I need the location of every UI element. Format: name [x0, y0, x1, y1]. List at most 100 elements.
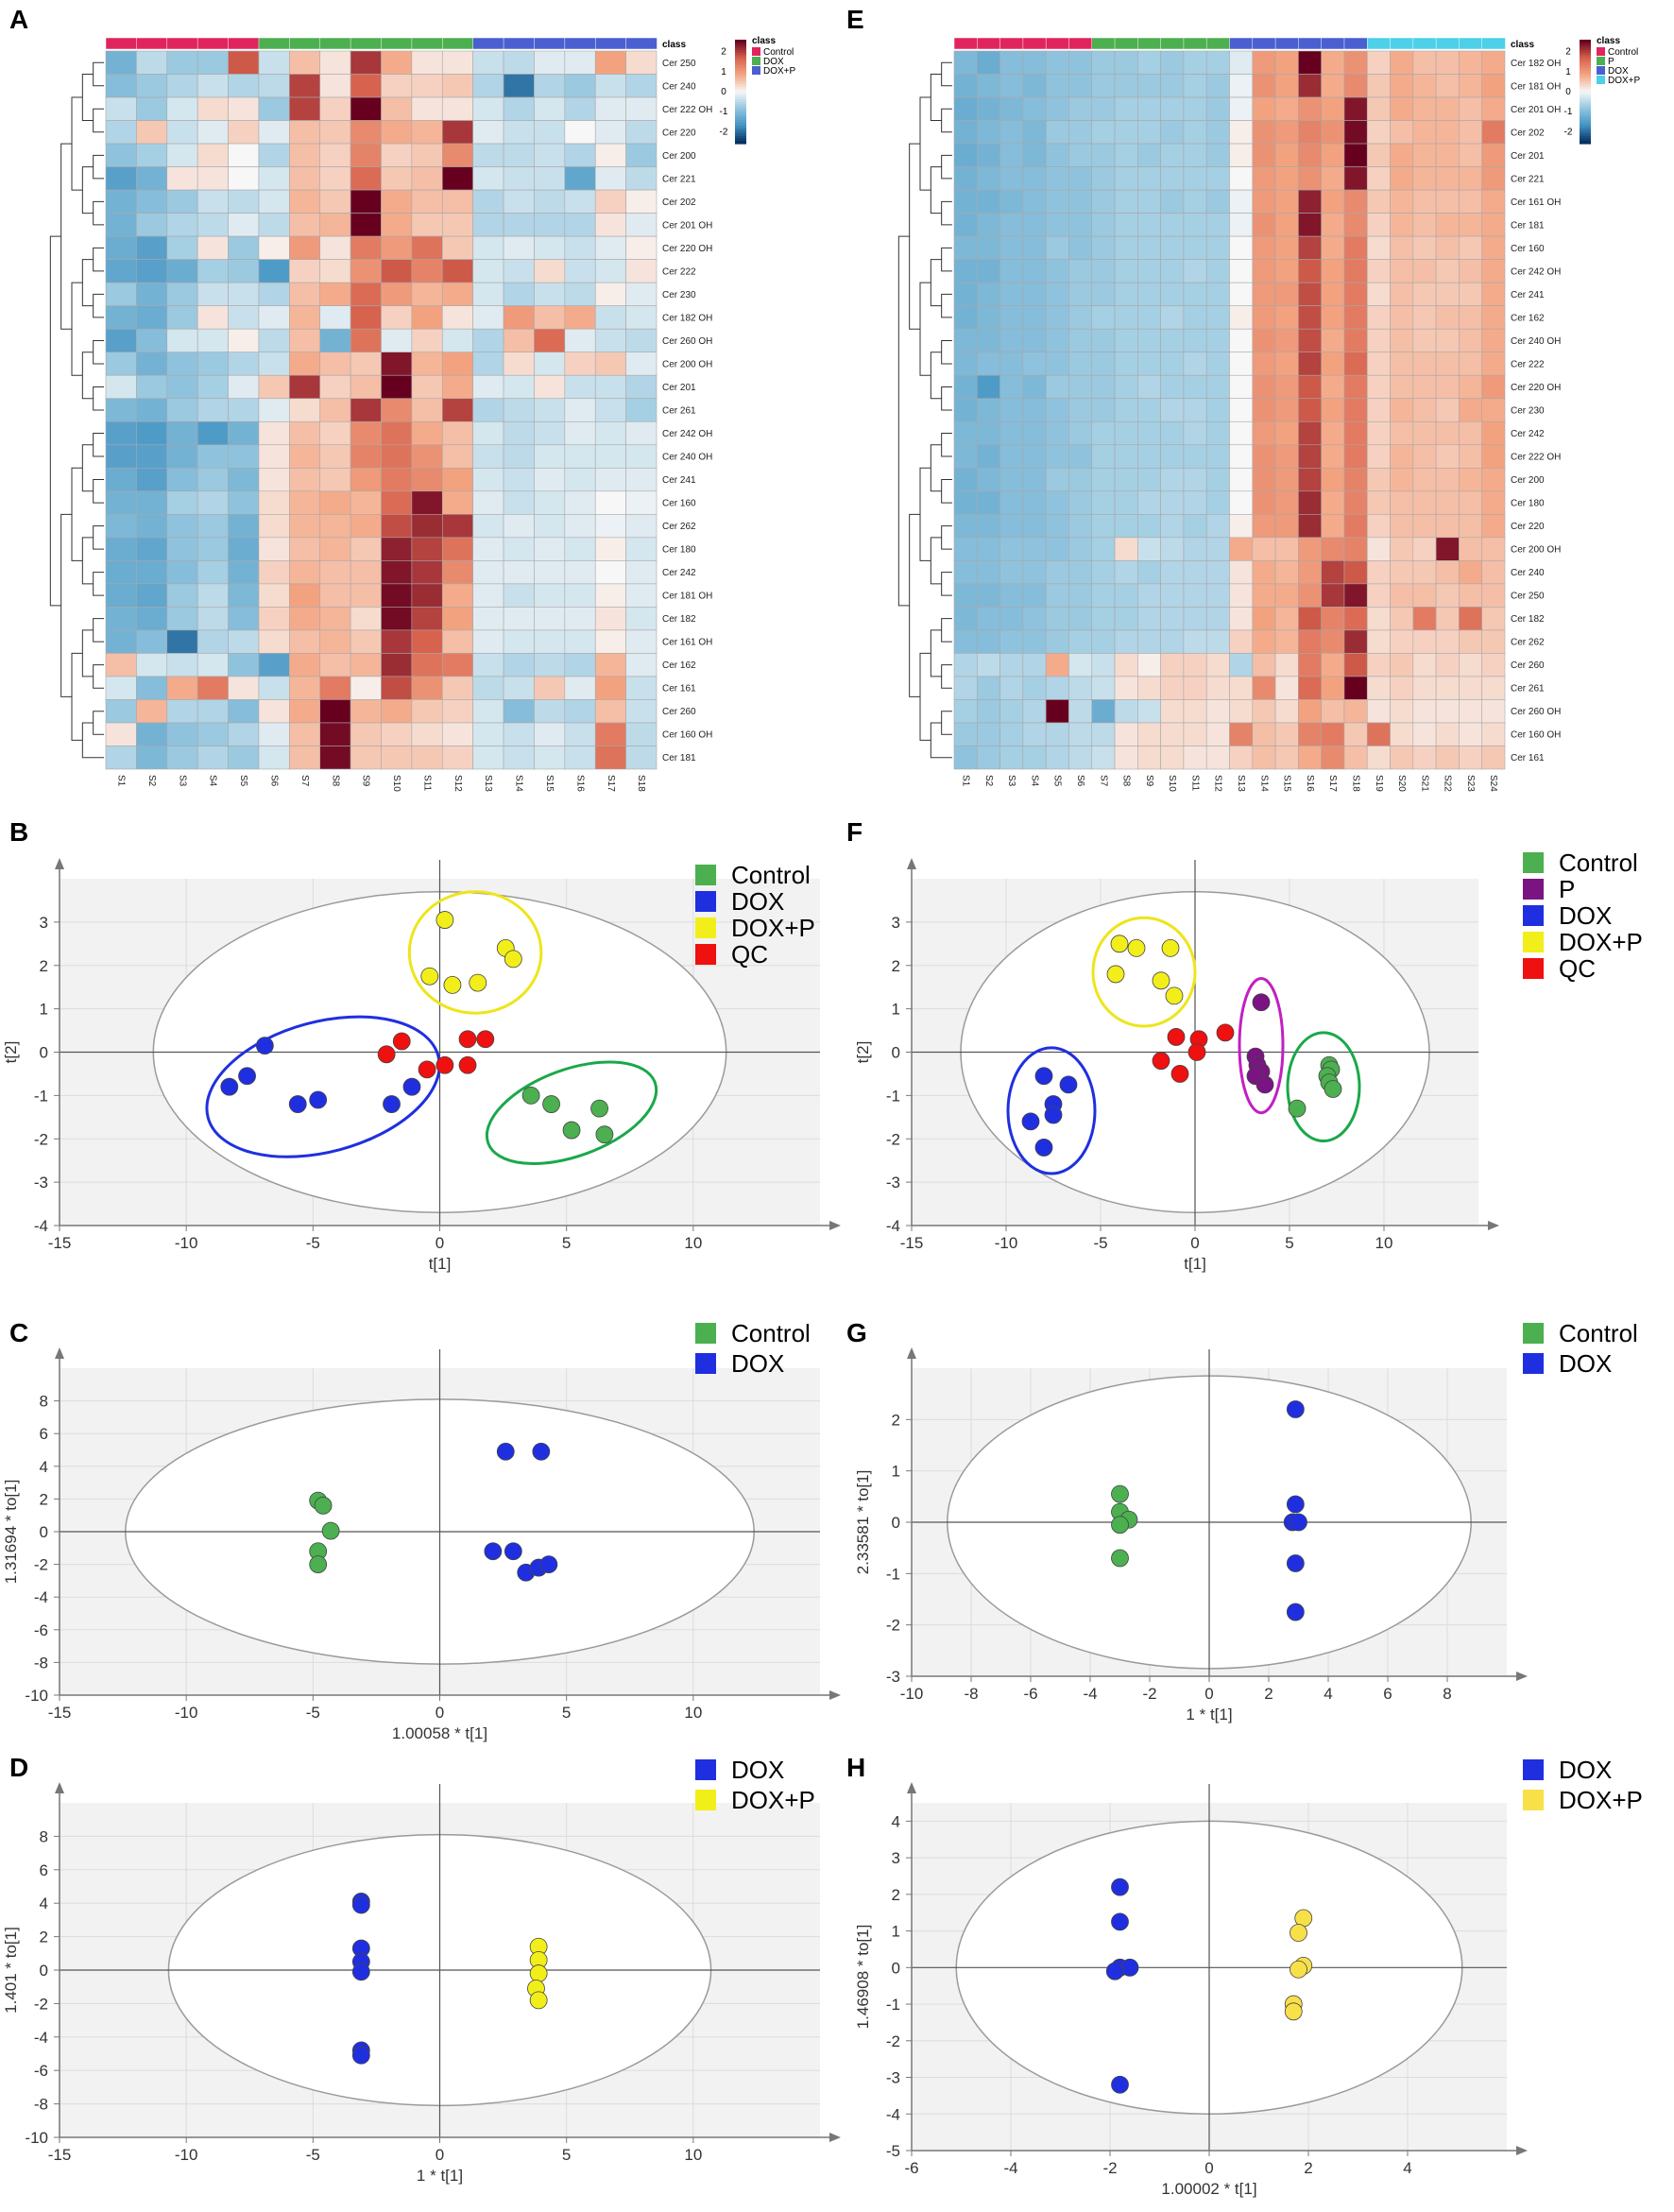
- heat-cell-e: [1091, 746, 1116, 770]
- column-label-e: S14: [1258, 775, 1269, 792]
- heat-cell-a: [196, 560, 229, 585]
- heat-cell-a: [166, 282, 198, 306]
- data-point-dox-c: [484, 1542, 503, 1561]
- colorbar-step-e: [1580, 58, 1591, 61]
- heat-cell-e: [976, 746, 1000, 770]
- dendrogram-branch-e: [941, 386, 952, 411]
- data-point-qc-b: [418, 1060, 436, 1079]
- dendrogram-branch-e: [919, 652, 931, 741]
- heat-cell-e: [1252, 607, 1276, 631]
- class-legend-swatch-e: [1597, 76, 1605, 84]
- heat-cell-e: [1229, 746, 1254, 770]
- heat-cell-a: [258, 235, 290, 260]
- colorbar-step-e: [1580, 68, 1591, 72]
- x-tick-label-f: 5: [1285, 1234, 1293, 1252]
- row-label-e: Cer 181 OH: [1511, 81, 1561, 92]
- heat-cell-e: [1229, 143, 1254, 167]
- heat-cell-a: [136, 305, 168, 330]
- heat-cell-e: [1022, 514, 1047, 539]
- heat-cell-e: [1137, 143, 1161, 167]
- column-label-a: S11: [421, 775, 432, 791]
- heat-cell-e: [1390, 583, 1414, 608]
- class-legend-label-a: DOX: [763, 57, 784, 67]
- colorbar-step-e: [1580, 120, 1591, 124]
- heat-cell-e: [1459, 213, 1483, 237]
- dendrogram-branch-e: [930, 537, 942, 585]
- heat-cell-a: [411, 120, 443, 145]
- heat-cell-a: [350, 398, 382, 422]
- row-label-a: Cer 182 OH: [662, 313, 712, 323]
- data-point-dox-h: [1111, 2075, 1129, 2094]
- heat-cell-a: [625, 282, 658, 306]
- heat-cell-e: [1390, 629, 1414, 654]
- heat-cell-a: [258, 467, 290, 492]
- heat-cell-a: [228, 514, 260, 539]
- heat-cell-e: [1343, 96, 1368, 121]
- heat-cell-e: [1366, 699, 1391, 724]
- x-tick-label-b: 5: [562, 1234, 571, 1252]
- colorbar-step-a: [735, 50, 746, 54]
- heat-cell-e: [1435, 96, 1460, 121]
- heat-cell-e: [1022, 537, 1047, 561]
- heat-cell-a: [258, 259, 290, 283]
- heat-cell-a: [196, 50, 229, 75]
- heat-cell-e: [1137, 166, 1161, 191]
- x-tick-label-g: -10: [900, 1685, 924, 1703]
- heat-cell-a: [350, 189, 382, 214]
- column-label-a: S9: [361, 775, 371, 787]
- heat-cell-e: [1321, 374, 1345, 400]
- row-label-a: Cer 202: [662, 197, 696, 208]
- row-label-e: Cer 242: [1511, 429, 1545, 439]
- heat-cell-e: [1435, 235, 1460, 260]
- heat-cell-a: [625, 213, 658, 237]
- y-tick-label-h: 3: [892, 1849, 900, 1867]
- row-label-a: Cer 200 OH: [662, 359, 712, 369]
- heat-cell-a: [564, 328, 596, 353]
- heat-cell-e: [1435, 722, 1460, 746]
- heat-cell-e: [953, 537, 978, 561]
- y-tick-label-d: -8: [34, 2096, 48, 2114]
- heat-cell-e: [953, 629, 978, 654]
- heat-cell-e: [1412, 583, 1437, 608]
- heat-cell-e: [1205, 50, 1230, 75]
- heat-cell-e: [1091, 722, 1116, 746]
- heat-cell-a: [319, 166, 351, 191]
- x-tick-label-c: -15: [48, 1704, 72, 1722]
- colorbar-step-a: [735, 102, 746, 106]
- heat-cell-a: [228, 166, 260, 191]
- heat-cell-a: [258, 74, 290, 98]
- y-axis-arrow-g: [907, 1347, 916, 1359]
- heat-cell-a: [472, 444, 504, 469]
- heat-cell-a: [441, 374, 473, 400]
- data-point-control-c: [321, 1521, 340, 1540]
- column-label-a: S3: [177, 775, 187, 787]
- heat-cell-a: [258, 352, 290, 376]
- heat-cell-e: [999, 560, 1024, 585]
- heat-cell-e: [953, 490, 978, 515]
- dendrogram-branch-e: [909, 513, 920, 697]
- heat-cell-e: [1435, 120, 1460, 145]
- legend-label-p-f: P: [1559, 875, 1575, 903]
- heat-cell-a: [503, 746, 535, 770]
- y-tick-label-c: -10: [25, 1687, 48, 1705]
- colorbar-step-a: [735, 107, 746, 111]
- row-label-a: Cer 262: [662, 522, 696, 532]
- data-point-dox-p-h: [1290, 1924, 1307, 1942]
- heat-cell-e: [1205, 305, 1230, 330]
- heat-cell-e: [1045, 213, 1069, 237]
- data-point-qc-f: [1187, 1043, 1206, 1061]
- heat-cell-a: [258, 607, 290, 631]
- heat-cell-a: [105, 607, 137, 631]
- heat-cell-a: [228, 537, 260, 561]
- heat-cell-a: [136, 699, 168, 724]
- row-label-a: Cer 160 OH: [662, 730, 712, 741]
- data-point-dox-p-d: [529, 1964, 548, 1982]
- heat-cell-a: [136, 420, 168, 446]
- colorbar-step-a: [735, 65, 746, 69]
- heat-cell-a: [411, 305, 443, 330]
- heat-cell-e: [1137, 722, 1161, 746]
- class-legend-title-a: class: [752, 36, 776, 46]
- heat-cell-a: [564, 490, 596, 515]
- heat-cell-e: [1459, 259, 1483, 283]
